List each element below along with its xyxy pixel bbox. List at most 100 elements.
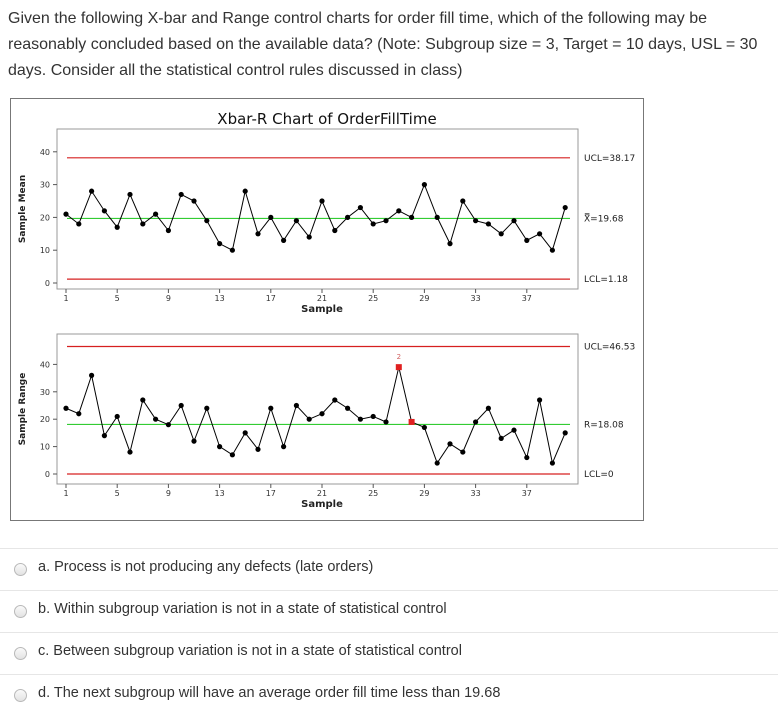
range-y-tick-label: 10	[40, 443, 50, 452]
option-c[interactable]: c. Between subgroup variation is not in …	[0, 632, 778, 675]
xbar-data-point	[204, 218, 210, 224]
chart-title: Xbar-R Chart of OrderFillTime	[217, 110, 436, 128]
range-flag-rule-label: 2	[397, 353, 401, 361]
xbar-x-tick-label: 29	[419, 294, 429, 303]
option-c-label[interactable]: c. Between subgroup variation is not in …	[38, 643, 462, 659]
range-y-tick-label: 0	[45, 470, 50, 479]
xbar-data-point	[114, 224, 120, 230]
range-data-point	[268, 405, 274, 411]
xbar-x-tick-label: 33	[471, 294, 481, 303]
xbar-x-tick-label: 17	[266, 294, 276, 303]
range-data-point	[460, 449, 466, 455]
xbar-ucl-label: UCL=38.17	[584, 154, 635, 164]
radio-button-c[interactable]	[14, 647, 27, 660]
range-y-tick-label: 20	[40, 415, 50, 424]
xbar-data-point	[89, 188, 95, 194]
range-data-point	[217, 444, 223, 450]
range-data-point	[332, 397, 338, 403]
xbar-y-axis-label: Sample Mean	[18, 175, 28, 243]
range-data-point	[165, 422, 171, 428]
xbar-data-point	[281, 237, 287, 243]
xbar-data-point	[242, 188, 248, 194]
xbar-center-label: X̿=19.68	[584, 213, 624, 225]
xbar-x-tick-label: 5	[115, 294, 120, 303]
range-data-point	[549, 460, 556, 466]
range-x-tick-label: 25	[368, 489, 378, 498]
range-center-label: R=18.08	[584, 420, 624, 430]
xbar-series-line	[65, 183, 566, 252]
option-b-label[interactable]: b. Within subgroup variation is not in a…	[38, 601, 447, 617]
xbar-data-point	[101, 208, 107, 214]
range-data-point	[370, 413, 376, 420]
range-y-tick-label: 40	[40, 360, 50, 369]
xbar-data-point	[524, 237, 530, 243]
xbar-y-tick-label: 40	[40, 148, 50, 157]
control-chart-image: Xbar-R Chart of OrderFillTime 0 10 20 30 40 1 5…	[10, 98, 644, 521]
range-flagged-point	[395, 364, 402, 371]
range-x-tick-label: 9	[166, 489, 171, 498]
option-d[interactable]: d. The next subgroup will have an averag…	[0, 674, 778, 717]
xbar-y-tick-label: 20	[40, 213, 50, 222]
range-data-point	[101, 433, 107, 439]
range-data-point	[434, 460, 440, 466]
range-x-tick-label: 1	[63, 489, 68, 498]
xbar-data-point	[165, 227, 171, 234]
xbar-data-point	[306, 234, 312, 240]
option-a-label[interactable]: a. Process is not producing any defects …	[38, 559, 374, 575]
range-data-point	[127, 449, 133, 455]
radio-button-b[interactable]	[14, 605, 27, 618]
range-data-point	[76, 411, 82, 417]
xbar-x-tick-label: 9	[166, 294, 171, 303]
xbar-data-point	[396, 208, 402, 214]
range-data-point	[345, 405, 351, 411]
xbar-data-point	[191, 198, 197, 204]
option-b[interactable]: b. Within subgroup variation is not in a…	[0, 590, 778, 633]
xbar-data-point	[153, 211, 159, 217]
xbar-data-point	[460, 198, 466, 204]
range-data-point	[473, 419, 479, 425]
range-data-point	[242, 430, 248, 436]
xbar-data-point	[140, 221, 146, 227]
range-y-tick-label: 30	[40, 388, 50, 397]
range-data-point	[140, 397, 146, 403]
range-x-axis-label: Sample	[301, 499, 343, 510]
xbar-data-point	[255, 231, 261, 237]
xbar-data-point	[332, 227, 338, 234]
xbar-data-point	[76, 221, 82, 227]
range-data-point	[204, 405, 210, 411]
xbar-data-point	[485, 221, 491, 227]
range-x-tick-label: 17	[266, 489, 276, 498]
xbar-data-point	[421, 182, 427, 188]
range-x-tick-label: 5	[115, 489, 120, 498]
xbar-x-tick-label: 37	[522, 294, 532, 303]
xbar-data-point	[319, 198, 325, 204]
range-data-point	[281, 444, 287, 450]
xbar-plot-frame	[56, 128, 579, 290]
xbar-data-point	[229, 247, 235, 253]
xbar-data-point	[383, 218, 389, 224]
option-d-label[interactable]: d. The next subgroup will have an averag…	[38, 685, 501, 701]
xbar-data-point	[127, 191, 133, 198]
range-data-point	[511, 427, 517, 433]
range-data-point	[498, 435, 504, 441]
xbar-lcl-label: LCL=1.18	[584, 275, 628, 285]
range-data-point	[89, 372, 95, 378]
xbar-y-tick-label: 10	[40, 246, 50, 255]
range-series-line	[65, 367, 566, 465]
radio-button-a[interactable]	[14, 563, 27, 576]
range-data-point	[306, 416, 312, 422]
range-x-tick-label: 37	[522, 489, 532, 498]
range-data-point	[383, 419, 389, 425]
xbar-data-point	[498, 231, 504, 237]
range-plot-frame	[56, 333, 579, 485]
option-a[interactable]: a. Process is not producing any defects …	[0, 548, 778, 591]
xbar-data-point	[434, 214, 440, 220]
range-data-point	[537, 397, 543, 403]
radio-button-d[interactable]	[14, 689, 27, 702]
xbar-data-point	[537, 231, 543, 237]
range-x-tick-label: 21	[317, 489, 327, 498]
range-data-point	[255, 446, 261, 452]
range-y-axis-label: Sample Range	[18, 373, 28, 446]
range-data-point	[562, 430, 568, 436]
xbar-data-point	[473, 218, 479, 224]
